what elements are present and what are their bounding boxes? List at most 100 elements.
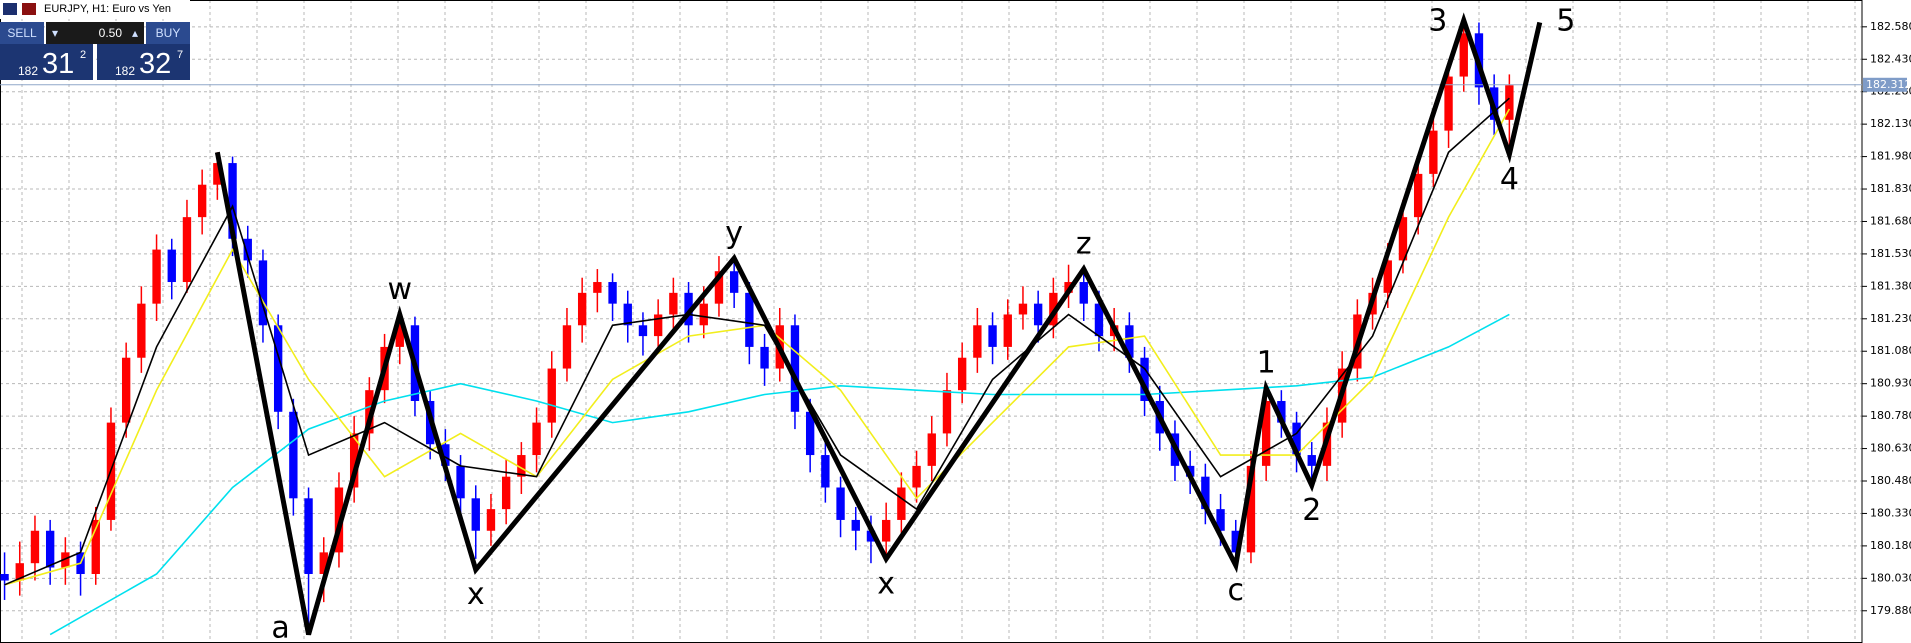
candle-body bbox=[1094, 303, 1104, 337]
y-tick-label: 182.430 bbox=[1870, 52, 1911, 65]
candle-body bbox=[973, 325, 982, 358]
candle-body bbox=[866, 530, 876, 542]
candle-body bbox=[258, 260, 268, 326]
lot-input[interactable]: 0.50 bbox=[64, 22, 126, 44]
candle-body bbox=[1246, 465, 1256, 553]
y-tick-label: 181.380 bbox=[1870, 279, 1911, 292]
y-tick-label: 181.530 bbox=[1870, 247, 1911, 260]
candle-body bbox=[881, 519, 891, 542]
candle-body bbox=[638, 325, 648, 337]
lot-down[interactable]: ▾ bbox=[46, 22, 64, 44]
candle-body bbox=[349, 433, 359, 488]
candle-body bbox=[714, 271, 724, 304]
candle-body bbox=[1079, 282, 1088, 304]
wave-label: y bbox=[725, 216, 743, 251]
y-tick-label: 181.080 bbox=[1870, 344, 1911, 357]
candle-body bbox=[927, 433, 936, 466]
y-tick-label: 182.580 bbox=[1870, 20, 1911, 33]
candle-body bbox=[243, 238, 252, 261]
candle-body bbox=[1277, 400, 1286, 423]
trade-panel: EURJPY, H1: Euro vs Yen SELL ▾ 0.50 ▴ BU… bbox=[0, 0, 190, 81]
candle-body bbox=[912, 465, 921, 488]
y-tick-label: 180.930 bbox=[1870, 377, 1911, 390]
candle-body bbox=[0, 574, 9, 581]
candle-body bbox=[805, 411, 815, 456]
candle-body bbox=[988, 325, 997, 347]
candle-body bbox=[182, 217, 192, 283]
candle-body bbox=[486, 509, 496, 531]
candle-body bbox=[821, 455, 830, 488]
y-tick-label: 180.480 bbox=[1870, 474, 1911, 487]
candle-body bbox=[608, 282, 617, 304]
candle-body bbox=[137, 303, 146, 358]
wave-label: 2 bbox=[1302, 493, 1321, 528]
y-tick-label: 182.130 bbox=[1870, 117, 1911, 130]
candle-body bbox=[729, 271, 739, 293]
chart-header: EURJPY, H1: Euro vs Yen bbox=[0, 0, 190, 19]
candle-body bbox=[228, 163, 237, 239]
buy-button[interactable]: BUY bbox=[146, 22, 190, 44]
y-tick-label: 181.230 bbox=[1870, 312, 1911, 325]
candle-body bbox=[121, 357, 131, 423]
candle-body bbox=[1140, 357, 1149, 401]
candle-body bbox=[213, 163, 222, 185]
price-main: 31 bbox=[42, 48, 75, 80]
wave-label: z bbox=[1076, 227, 1092, 262]
candle-body bbox=[699, 303, 708, 326]
sell-price[interactable]: 182 31 2 bbox=[0, 44, 93, 80]
buy-price[interactable]: 182 32 7 bbox=[97, 44, 190, 80]
chart-title: EURJPY, H1: Euro vs Yen bbox=[44, 3, 171, 15]
y-tick-label: 180.630 bbox=[1870, 442, 1911, 455]
candle-body bbox=[167, 249, 176, 283]
icon bbox=[22, 3, 36, 15]
candle-body bbox=[30, 530, 40, 564]
y-tick-label: 180.180 bbox=[1870, 539, 1911, 552]
candle-body bbox=[152, 249, 161, 304]
candle-body bbox=[197, 184, 207, 218]
candle-body bbox=[1261, 400, 1271, 466]
wave-label: 4 bbox=[1500, 162, 1519, 197]
candle-body bbox=[684, 292, 693, 326]
candle-body bbox=[1003, 314, 1012, 347]
candle-body bbox=[1201, 476, 1210, 510]
candle-body bbox=[942, 390, 952, 434]
lot-up[interactable]: ▴ bbox=[126, 22, 144, 44]
sell-button[interactable]: SELL bbox=[0, 22, 44, 44]
candle-body bbox=[1216, 509, 1225, 531]
y-tick-label: 181.980 bbox=[1870, 150, 1911, 163]
candle-body bbox=[1231, 530, 1240, 553]
price-main: 32 bbox=[139, 48, 172, 80]
candle-body bbox=[623, 303, 632, 326]
candle-body bbox=[669, 292, 678, 315]
candle-body bbox=[517, 455, 526, 477]
candle-body bbox=[532, 422, 541, 456]
candle-body bbox=[61, 552, 70, 568]
candle-body bbox=[851, 519, 860, 531]
price-big: 182 bbox=[18, 64, 39, 78]
candle-body bbox=[1125, 325, 1134, 358]
candle-body bbox=[471, 498, 480, 531]
candle-body bbox=[273, 325, 283, 412]
price-label-bg bbox=[1863, 77, 1907, 92]
candle-body bbox=[1459, 33, 1468, 77]
candle-body bbox=[745, 292, 754, 347]
wave-label: c bbox=[1228, 573, 1245, 608]
candle-body bbox=[304, 498, 313, 575]
candle-body bbox=[319, 552, 328, 575]
wave-label: x bbox=[877, 566, 895, 601]
candle-body bbox=[790, 325, 800, 412]
candle-body bbox=[15, 563, 24, 581]
y-tick-label: 180.780 bbox=[1870, 409, 1911, 422]
y-tick-label: 181.680 bbox=[1870, 214, 1911, 227]
candle-body bbox=[456, 465, 465, 499]
candle-body bbox=[289, 411, 298, 499]
y-tick-label: 179.880 bbox=[1870, 604, 1911, 617]
candle-body bbox=[1398, 217, 1408, 261]
candle-body bbox=[91, 519, 100, 575]
candle-body bbox=[547, 368, 556, 423]
candle-body bbox=[957, 357, 967, 391]
candle-body bbox=[1444, 76, 1453, 131]
icon bbox=[3, 3, 17, 15]
